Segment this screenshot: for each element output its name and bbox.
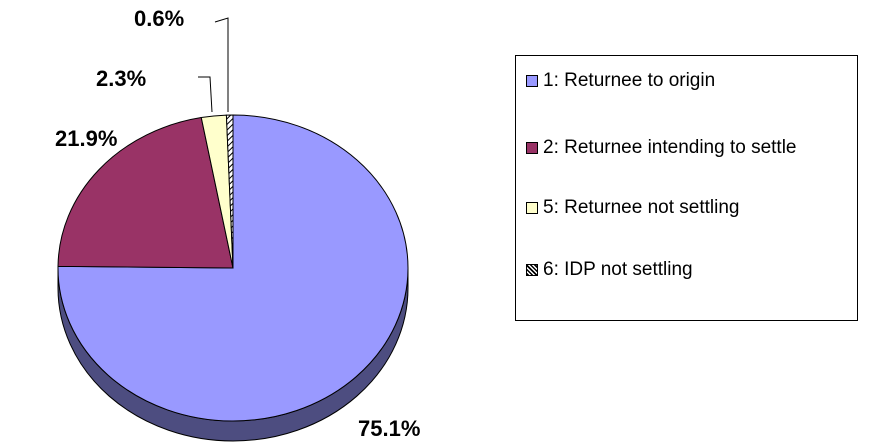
data-label: 2.3% xyxy=(96,66,146,91)
leader-line xyxy=(198,76,213,113)
legend-swatch xyxy=(526,142,538,154)
data-label: 75.1% xyxy=(358,416,420,441)
pie-slice xyxy=(225,114,234,269)
legend-swatch xyxy=(526,202,538,214)
legend-item: 6: IDP not settling xyxy=(526,258,868,282)
data-label: 0.6% xyxy=(134,6,184,31)
legend-item: 5: Returnee not settling xyxy=(526,196,868,220)
legend: 1: Returnee to origin 2: Returnee intendi… xyxy=(515,55,858,321)
pie xyxy=(57,114,409,442)
leader-line xyxy=(214,17,229,112)
legend-label: 1: Returnee to origin xyxy=(543,70,716,91)
legend-swatch xyxy=(526,75,538,87)
legend-label: 6: IDP not settling xyxy=(543,259,693,280)
legend-item: 1: Returnee to origin xyxy=(526,69,868,93)
pie-slice xyxy=(57,116,234,269)
legend-swatch xyxy=(526,264,538,276)
legend-item: 2: Returnee intending to settle xyxy=(526,136,868,160)
data-label: 21.9% xyxy=(55,126,117,151)
legend-label: 5: Returnee not settling xyxy=(543,197,740,218)
legend-label: 2: Returnee intending to settle xyxy=(543,137,797,158)
